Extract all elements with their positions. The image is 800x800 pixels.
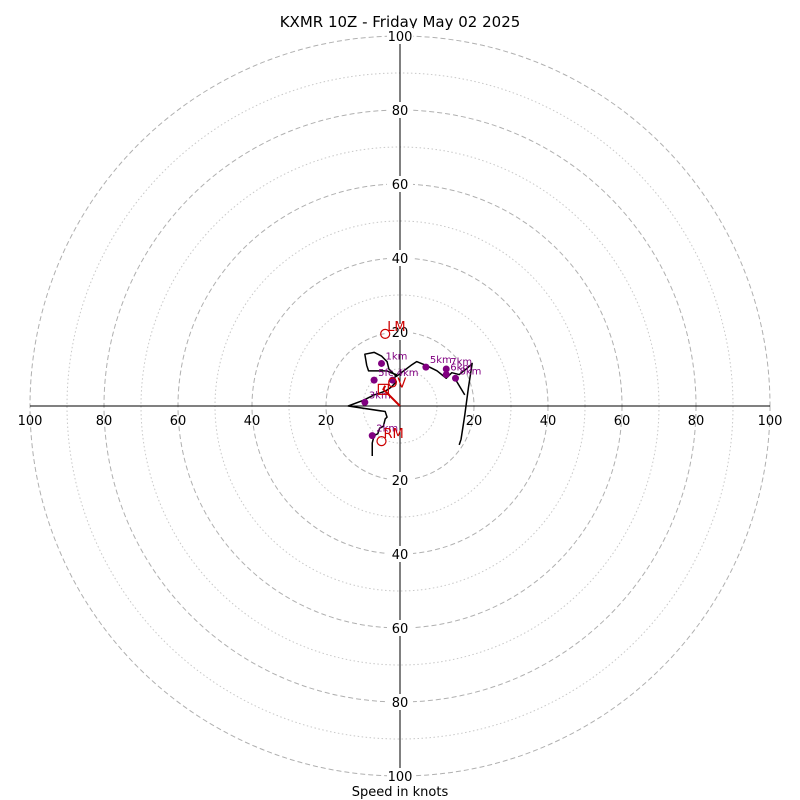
hodograph-line — [347, 351, 473, 456]
height-marker-2km — [368, 432, 376, 440]
x-axis-label: Speed in knots — [352, 785, 449, 800]
tick-label-bg — [387, 620, 413, 636]
height-marker-8km — [452, 374, 459, 382]
tick-label: 80 — [392, 696, 409, 711]
storm-motion-label-lm: LM — [387, 320, 405, 335]
height-marker-4km — [389, 376, 397, 384]
tick-label: 20 — [392, 474, 409, 489]
tick-label-bg — [387, 250, 413, 266]
tick-label: 80 — [688, 414, 705, 429]
tick-label: 20 — [318, 414, 335, 429]
tick-label: 80 — [392, 104, 409, 119]
tick-label: 40 — [392, 252, 409, 267]
tick-label-bg — [387, 176, 413, 192]
tick-label: 100 — [388, 770, 413, 785]
tick-label: 60 — [392, 178, 409, 193]
mean-wind-label: OV — [387, 376, 406, 391]
tick-label-bg — [387, 546, 413, 562]
mean-wind-marker — [377, 383, 389, 395]
height-label-1km: 1km — [386, 351, 408, 362]
tick-label: 20 — [392, 326, 409, 341]
height-label-5km: 5km — [430, 355, 452, 366]
tick-label-bg — [387, 472, 413, 488]
tick-label: 100 — [18, 414, 43, 429]
tick-label: 100 — [758, 414, 783, 429]
tick-label: 20 — [466, 414, 483, 429]
shear-vector — [382, 385, 401, 407]
tick-label: 80 — [96, 414, 113, 429]
tick-label: 100 — [388, 30, 413, 45]
storm-motion-lm — [380, 328, 391, 339]
height-marker-5fc — [370, 376, 378, 384]
storm-motion-label-rm: RM — [384, 427, 404, 442]
tick-label-bg — [387, 694, 413, 710]
height-label-2km: 2km — [376, 424, 398, 435]
height-marker-5km — [422, 363, 430, 371]
tick-label: 60 — [614, 414, 631, 429]
storm-motion-markers: LM RM OV — [376, 320, 406, 447]
tick-label: 60 — [170, 414, 187, 429]
height-label-3km: 3km — [369, 390, 391, 401]
tick-label: 60 — [392, 622, 409, 637]
height-label-5fc: 5fc — [378, 368, 393, 379]
tick-label-bg — [387, 324, 413, 340]
tick-label: 40 — [540, 414, 557, 429]
height-marker-3km — [361, 398, 369, 406]
storm-motion-rm — [376, 436, 387, 447]
height-marker-1km — [378, 359, 385, 367]
chart-title: KXMR 10Z - Friday May 02 2025 — [280, 13, 521, 31]
height-marker-7km — [442, 365, 450, 373]
height-label-7km: 7km — [450, 357, 472, 368]
tick-label-bg — [387, 28, 413, 44]
height-marker-6km — [442, 371, 450, 379]
height-label-8km: 8km — [460, 366, 482, 377]
tick-label: 40 — [392, 548, 409, 563]
tick-label-bg — [387, 102, 413, 118]
height-label-4km: 4km — [397, 368, 419, 379]
height-label-6km: 6km — [450, 363, 472, 374]
tick-labels: 20 20 20 20 40 40 40 40 60 60 60 60 80 80 80 80 100 100 10… — [18, 28, 783, 785]
tick-label-bg — [387, 768, 413, 784]
tick-label: 40 — [244, 414, 261, 429]
